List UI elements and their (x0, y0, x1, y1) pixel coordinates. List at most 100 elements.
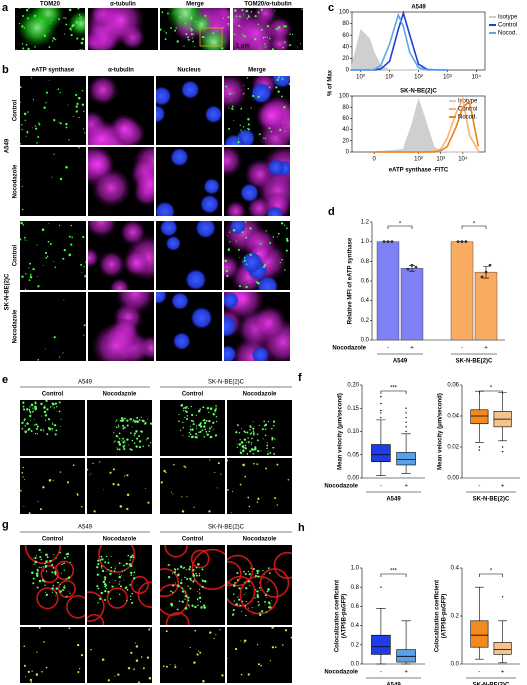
puncta (248, 14, 250, 16)
puncta (198, 650, 200, 652)
puncta (266, 444, 269, 447)
puncta (281, 258, 283, 261)
puncta (31, 77, 33, 79)
puncta (80, 41, 84, 45)
puncta (27, 429, 29, 431)
puncta (23, 419, 25, 422)
puncta (283, 25, 286, 28)
puncta (271, 48, 274, 50)
puncta (105, 587, 108, 590)
puncta (271, 427, 273, 430)
puncta (283, 105, 286, 109)
puncta (193, 506, 195, 508)
puncta (18, 22, 21, 25)
puncta (276, 504, 278, 506)
puncta (20, 221, 23, 225)
puncta (205, 430, 208, 433)
puncta (99, 597, 102, 600)
y-tick-label: 0.2 (361, 318, 370, 324)
puncta (289, 44, 292, 47)
puncta (248, 442, 250, 444)
puncta (68, 253, 72, 257)
puncta (120, 417, 124, 420)
puncta (263, 420, 265, 423)
puncta (241, 445, 245, 448)
row-label: Control (13, 100, 19, 122)
puncta (191, 428, 194, 431)
puncta (253, 432, 255, 434)
column-header: TOM20 (40, 2, 61, 8)
puncta (76, 643, 80, 647)
puncta (147, 418, 148, 420)
box (470, 620, 489, 648)
puncta (40, 402, 43, 406)
puncta (59, 551, 62, 554)
puncta (123, 426, 126, 429)
puncta (288, 82, 290, 86)
puncta (235, 431, 238, 434)
puncta (237, 140, 240, 144)
puncta (46, 255, 49, 258)
puncta (182, 601, 184, 603)
micrograph (20, 627, 85, 683)
puncta (183, 45, 185, 47)
puncta (274, 10, 276, 12)
puncta (117, 440, 120, 444)
puncta (273, 424, 275, 427)
puncta (187, 599, 190, 602)
x-tick-label: + (410, 346, 414, 352)
puncta (21, 275, 24, 278)
puncta (83, 324, 86, 327)
puncta (240, 26, 242, 28)
column-header: Nucleus (177, 68, 201, 74)
puncta (126, 493, 130, 497)
puncta (27, 670, 30, 673)
x-tick-label: + (501, 670, 505, 676)
puncta (29, 273, 32, 276)
puncta (127, 666, 131, 670)
puncta (265, 597, 267, 599)
puncta (172, 584, 175, 587)
puncta (30, 420, 32, 422)
puncta (262, 570, 264, 572)
puncta (262, 438, 264, 440)
puncta (230, 512, 232, 514)
column-header: Merge (186, 2, 204, 8)
micrograph-bg (20, 292, 86, 361)
puncta (34, 556, 37, 560)
puncta (192, 574, 196, 577)
signal (165, 8, 205, 33)
signal (133, 167, 154, 201)
puncta (262, 137, 264, 139)
puncta (43, 570, 45, 572)
puncta (121, 439, 123, 441)
puncta (124, 475, 126, 477)
puncta (254, 597, 256, 599)
y-axis-label: Relative MFI of eATP synthase (348, 237, 354, 324)
puncta (52, 584, 55, 587)
puncta (192, 573, 195, 575)
puncta (45, 570, 48, 573)
puncta (237, 596, 239, 598)
signal (88, 76, 119, 106)
puncta (246, 128, 249, 130)
puncta (240, 640, 242, 642)
puncta (254, 38, 257, 41)
puncta (132, 419, 135, 422)
outlier (478, 446, 481, 448)
puncta (236, 443, 238, 445)
puncta (273, 453, 276, 455)
puncta (189, 647, 191, 649)
puncta (209, 631, 212, 634)
significance: * (473, 222, 476, 228)
puncta (244, 475, 247, 478)
puncta (65, 23, 68, 26)
puncta (175, 27, 177, 29)
signal (271, 76, 290, 88)
puncta (192, 568, 195, 572)
micrograph (160, 545, 225, 625)
puncta (109, 471, 112, 474)
puncta (107, 679, 110, 682)
puncta (45, 591, 47, 593)
puncta (264, 434, 267, 437)
